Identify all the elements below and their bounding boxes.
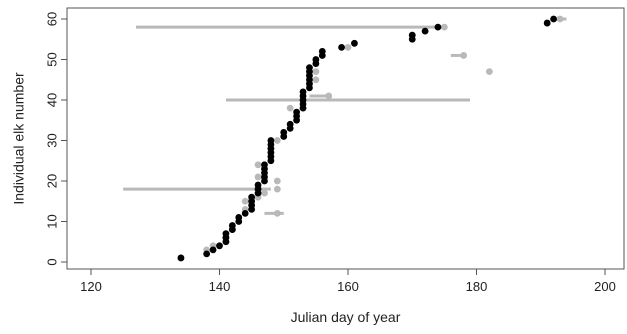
black-point — [338, 43, 345, 51]
x-tick-label: 160 — [337, 279, 359, 294]
black-point — [293, 108, 300, 116]
black-point — [261, 161, 268, 169]
black-point — [306, 64, 313, 71]
gray-point — [312, 68, 320, 76]
gray-point — [273, 177, 281, 185]
black-point — [351, 39, 358, 47]
black-point — [318, 48, 326, 55]
black-point — [280, 129, 288, 136]
gray-point — [273, 137, 281, 144]
black-point — [299, 88, 307, 96]
gray-point — [440, 23, 448, 31]
black-point — [421, 27, 429, 35]
black-point — [408, 31, 416, 39]
black-point — [434, 23, 442, 31]
x-tick-label: 120 — [80, 279, 102, 294]
black-point — [216, 242, 223, 250]
black-point — [241, 210, 249, 217]
black-point — [235, 214, 243, 221]
black-point — [254, 181, 262, 189]
black-point — [248, 193, 256, 201]
black-point — [209, 246, 217, 254]
black-point — [203, 250, 211, 258]
y-tick-label: 50 — [44, 52, 59, 66]
black-point — [222, 230, 230, 238]
black-point — [177, 254, 185, 262]
x-tick-label: 200 — [594, 279, 616, 294]
gray-point — [460, 52, 468, 59]
gray-point — [485, 68, 493, 76]
y-tick-label: 30 — [44, 133, 59, 147]
black-point — [312, 56, 320, 63]
black-point — [228, 222, 236, 229]
gray-point — [261, 189, 268, 197]
x-tick-label: 180 — [466, 279, 488, 294]
y-tick-label: 60 — [44, 12, 59, 26]
gray-point — [241, 197, 249, 205]
gray-point — [254, 161, 262, 169]
black-point — [550, 15, 557, 23]
gray-point — [312, 76, 320, 84]
x-axis-title: Julian day of year — [291, 309, 401, 325]
gray-point — [325, 92, 333, 100]
x-tick-label: 140 — [209, 279, 231, 294]
y-tick-label: 40 — [44, 93, 59, 107]
gray-point — [344, 43, 352, 51]
range-lines — [123, 17, 567, 215]
y-axis-title: Individual elk number — [11, 72, 27, 205]
gray-point — [254, 173, 262, 181]
gray-point — [286, 104, 294, 112]
axes: 120 140 160 180 200 0 10 20 30 40 50 60 — [44, 7, 625, 294]
gray-point — [273, 185, 281, 193]
y-tick-label: 0 — [44, 258, 59, 265]
gray-point — [273, 210, 281, 217]
black-point — [267, 137, 275, 144]
black-point — [286, 120, 294, 128]
black-point — [543, 19, 551, 27]
gray-point — [556, 15, 564, 23]
y-tick-label: 10 — [44, 214, 59, 228]
black-points — [177, 15, 557, 262]
y-tick-label: 20 — [44, 174, 59, 188]
plot-frame — [66, 7, 625, 270]
